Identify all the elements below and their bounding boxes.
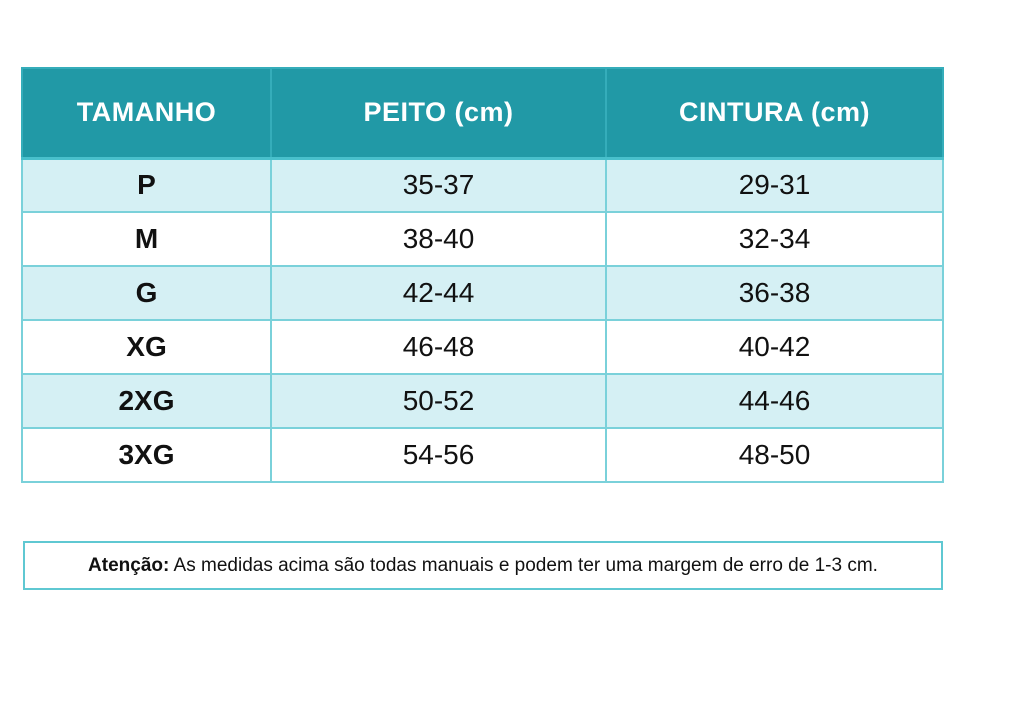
column-header-cintura: CINTURA (cm)	[605, 67, 944, 160]
peito-value: 38-40	[270, 211, 607, 267]
table-row: XG 46-48 40-42	[21, 319, 944, 375]
attention-note-label: Atenção:	[88, 554, 170, 576]
size-value: G	[21, 265, 272, 321]
peito-value: 46-48	[270, 319, 607, 375]
cintura-value: 40-42	[605, 319, 944, 375]
size-value: XG	[21, 319, 272, 375]
attention-note-text: As medidas acima são todas manuais e pod…	[169, 554, 878, 576]
table-row: M 38-40 32-34	[21, 211, 944, 267]
column-header-peito: PEITO (cm)	[270, 67, 607, 160]
size-chart-body: P 35-37 29-31 M 38-40 32-34 G 42-44 36-3…	[21, 157, 944, 483]
size-value: 3XG	[21, 427, 272, 483]
table-row: 3XG 54-56 48-50	[21, 427, 944, 483]
table-row: G 42-44 36-38	[21, 265, 944, 321]
cintura-value: 32-34	[605, 211, 944, 267]
size-chart-header: TAMANHO PEITO (cm) CINTURA (cm)	[21, 67, 944, 160]
cintura-value: 36-38	[605, 265, 944, 321]
size-value: P	[21, 157, 272, 213]
cintura-value: 48-50	[605, 427, 944, 483]
cintura-value: 44-46	[605, 373, 944, 429]
peito-value: 54-56	[270, 427, 607, 483]
size-value: M	[21, 211, 272, 267]
peito-value: 50-52	[270, 373, 607, 429]
size-chart-table: TAMANHO PEITO (cm) CINTURA (cm) P 35-37 …	[21, 67, 944, 483]
table-row: P 35-37 29-31	[21, 157, 944, 213]
header-row: TAMANHO PEITO (cm) CINTURA (cm)	[21, 67, 944, 160]
cintura-value: 29-31	[605, 157, 944, 213]
table-row: 2XG 50-52 44-46	[21, 373, 944, 429]
attention-note: Atenção: As medidas acima são todas manu…	[23, 541, 943, 590]
peito-value: 42-44	[270, 265, 607, 321]
peito-value: 35-37	[270, 157, 607, 213]
size-value: 2XG	[21, 373, 272, 429]
column-header-tamanho: TAMANHO	[21, 67, 272, 160]
